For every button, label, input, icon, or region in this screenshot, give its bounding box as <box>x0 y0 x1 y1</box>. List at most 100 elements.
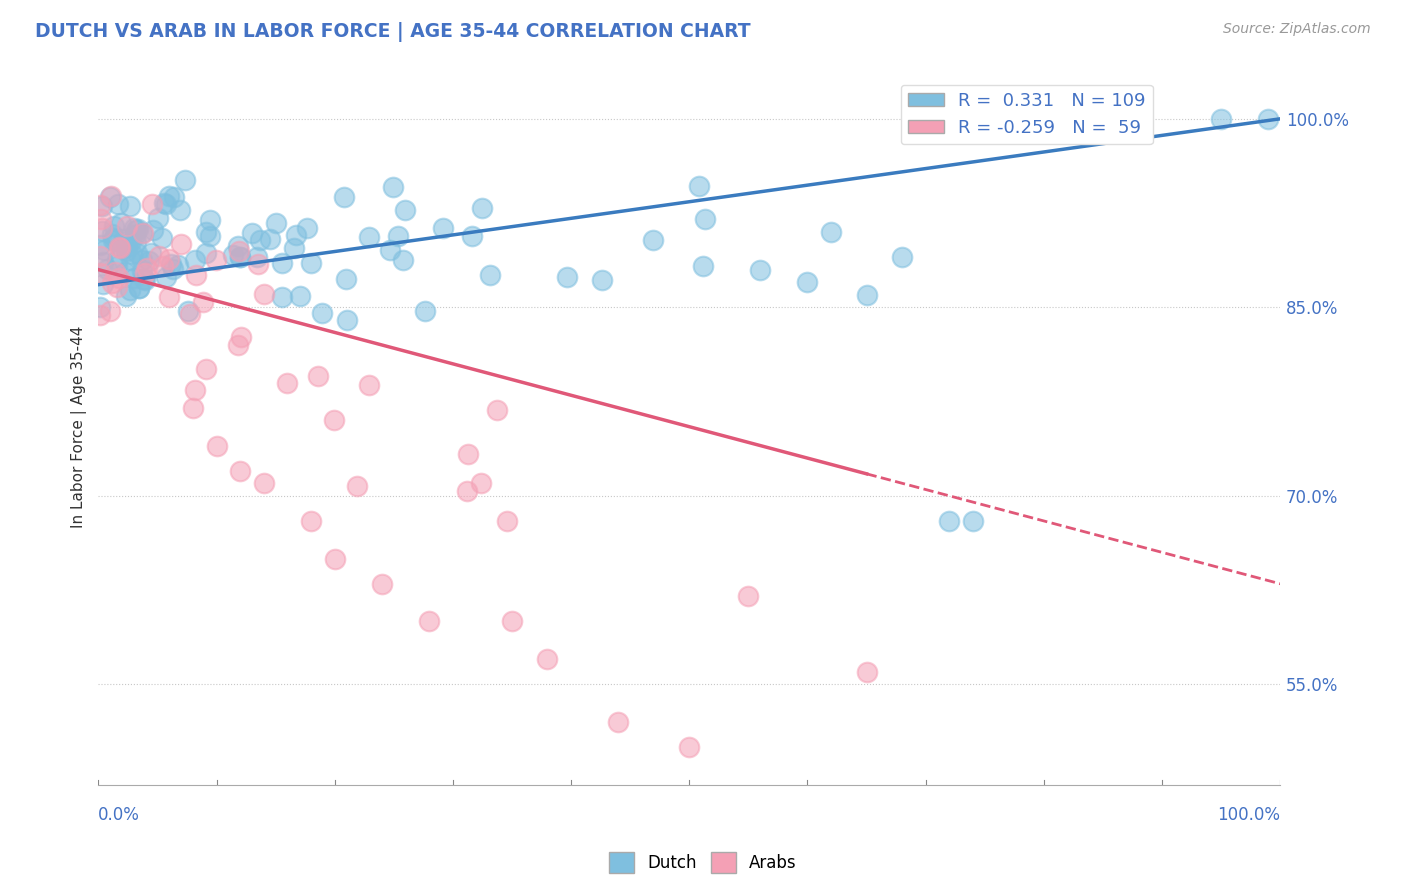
Point <box>270 290 292 304</box>
Point <box>121 247 143 261</box>
Point <box>91 198 114 212</box>
Point <box>91 255 114 269</box>
Point <box>688 178 710 193</box>
Point <box>146 211 169 225</box>
Point <box>228 239 250 253</box>
Point <box>103 219 125 234</box>
Point <box>299 514 322 528</box>
Point <box>195 225 218 239</box>
Point <box>128 281 150 295</box>
Point <box>155 196 177 211</box>
Point <box>118 283 141 297</box>
Point <box>336 312 359 326</box>
Point <box>855 287 877 301</box>
Point <box>229 464 252 478</box>
Point <box>122 271 145 285</box>
Point <box>101 276 124 290</box>
Point <box>323 413 346 427</box>
Point <box>169 202 191 217</box>
Point <box>855 665 877 679</box>
Point <box>177 303 200 318</box>
Point <box>194 245 217 260</box>
Point <box>110 217 132 231</box>
Point <box>132 271 155 285</box>
Point <box>131 226 153 240</box>
Text: 0.0%: 0.0% <box>98 806 141 824</box>
Point <box>253 476 276 491</box>
Point <box>392 252 415 267</box>
Point <box>299 256 322 270</box>
Point <box>456 484 478 499</box>
Point <box>891 250 914 264</box>
Point <box>240 226 263 240</box>
Point <box>120 235 142 249</box>
Point <box>134 267 156 281</box>
Point <box>131 253 153 268</box>
Point <box>125 246 148 260</box>
Point <box>107 270 129 285</box>
Point <box>226 338 249 352</box>
Point <box>107 196 129 211</box>
Point <box>181 401 204 415</box>
Point <box>134 273 156 287</box>
Point <box>128 281 150 295</box>
Point <box>678 740 700 755</box>
Point <box>89 266 111 280</box>
Text: DUTCH VS ARAB IN LABOR FORCE | AGE 35-44 CORRELATION CHART: DUTCH VS ARAB IN LABOR FORCE | AGE 35-44… <box>35 22 751 42</box>
Point <box>387 228 409 243</box>
Point <box>323 551 346 566</box>
Point <box>221 248 243 262</box>
Point <box>169 237 191 252</box>
Point <box>122 220 145 235</box>
Point <box>382 180 405 194</box>
Point <box>253 287 276 301</box>
Point <box>89 300 111 314</box>
Point <box>101 233 124 247</box>
Point <box>555 270 578 285</box>
Point <box>378 243 401 257</box>
Point <box>193 294 215 309</box>
Point <box>125 235 148 249</box>
Point <box>90 212 112 227</box>
Point <box>142 223 165 237</box>
Legend: R =  0.331   N = 109, R = -0.259   N =  59: R = 0.331 N = 109, R = -0.259 N = 59 <box>901 85 1153 145</box>
Point <box>101 227 124 241</box>
Point <box>276 376 298 391</box>
Point <box>394 203 416 218</box>
Point <box>103 230 125 244</box>
Point <box>152 259 174 273</box>
Point <box>148 249 170 263</box>
Point <box>107 259 129 273</box>
Point <box>162 261 184 276</box>
Point <box>796 275 818 289</box>
Point <box>108 240 131 254</box>
Point <box>89 198 111 212</box>
Point <box>89 250 111 264</box>
Point <box>205 438 228 452</box>
Point <box>695 212 717 227</box>
Point <box>141 246 163 260</box>
Point <box>89 308 111 322</box>
Point <box>285 228 308 243</box>
Point <box>245 250 267 264</box>
Point <box>115 219 138 233</box>
Point <box>486 403 509 417</box>
Point <box>371 576 394 591</box>
Point <box>108 240 131 254</box>
Point <box>749 262 772 277</box>
Point <box>962 514 984 528</box>
Point <box>155 270 177 285</box>
Text: 100.0%: 100.0% <box>1218 806 1281 824</box>
Point <box>104 265 127 279</box>
Point <box>90 220 112 235</box>
Point <box>186 268 208 282</box>
Point <box>1211 112 1233 126</box>
Point <box>259 232 281 246</box>
Point <box>135 260 157 275</box>
Point <box>432 220 454 235</box>
Point <box>157 189 180 203</box>
Point <box>820 225 842 239</box>
Point <box>460 228 482 243</box>
Point <box>229 250 252 264</box>
Point <box>205 253 228 268</box>
